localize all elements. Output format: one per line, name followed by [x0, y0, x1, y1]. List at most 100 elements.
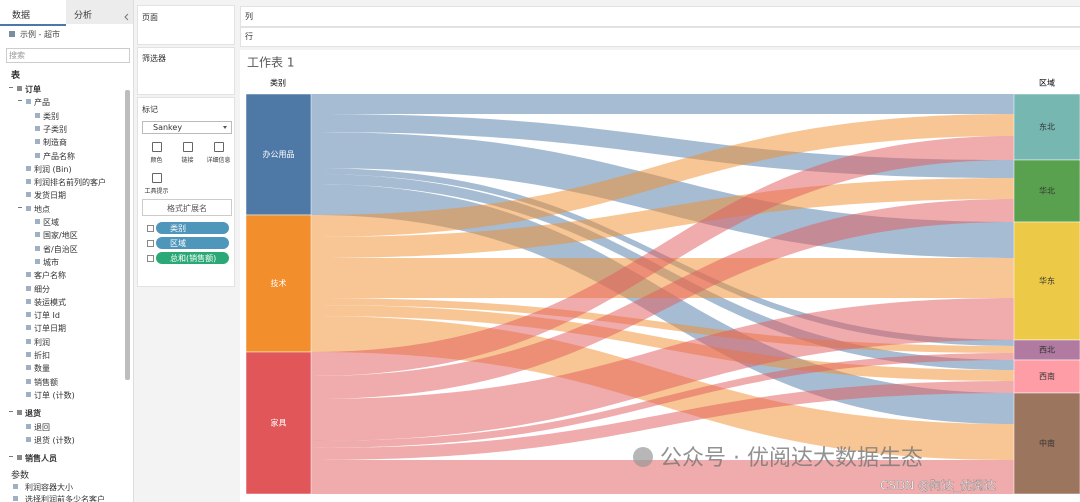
- pill[interactable]: 总和(销售额): [156, 252, 229, 264]
- field[interactable]: 子类别: [43, 124, 67, 134]
- field[interactable]: 类别: [43, 111, 59, 121]
- pill[interactable]: 区域: [156, 237, 229, 249]
- mark-button[interactable]: 详细信息: [204, 138, 233, 167]
- table-name[interactable]: 销售人员: [25, 454, 57, 464]
- field[interactable]: 利润: [34, 337, 50, 347]
- target-node: [1013, 221, 1080, 341]
- credit: CSDN @阿达_优阅达: [880, 479, 996, 493]
- expander[interactable]: [18, 100, 22, 104]
- pill-icon: [147, 225, 154, 232]
- format-button[interactable]: 格式扩展名: [142, 199, 232, 216]
- field-icon: [17, 410, 22, 416]
- field[interactable]: 退回: [34, 422, 50, 432]
- scrollbar[interactable]: [125, 90, 130, 380]
- tab-label[interactable]: 数据: [12, 11, 31, 21]
- link: [311, 94, 1014, 114]
- cards-pane: 页面 筛选器 标记 Sankey 颜色 链接 详细信息 工具提示 格式扩展名 类别 区域 总和(销售额…: [134, 0, 238, 502]
- expander[interactable]: [9, 456, 13, 460]
- field[interactable]: 装运模式: [34, 297, 66, 307]
- expander[interactable]: [18, 206, 22, 211]
- collapse-icon[interactable]: [124, 13, 130, 21]
- field[interactable]: 订单 Id: [34, 311, 60, 321]
- target-label: 华东: [1039, 276, 1055, 286]
- field[interactable]: 订单日期: [34, 324, 66, 334]
- expander[interactable]: [9, 411, 13, 415]
- field[interactable]: 产品: [34, 98, 50, 108]
- mark-button-icon: [214, 142, 224, 152]
- tab-label[interactable]: 分析: [74, 11, 93, 21]
- link: [311, 136, 1014, 376]
- table-name[interactable]: 订单: [25, 85, 41, 94]
- watermark: 公众号 · 优阅达大数据生态: [660, 446, 923, 471]
- parameter[interactable]: 选择利润前多少名客户: [25, 495, 105, 502]
- pages-card: [137, 5, 235, 45]
- mark-type: Sankey: [153, 123, 183, 132]
- pill-icon: [147, 240, 154, 247]
- card-title: 筛选器: [142, 54, 166, 63]
- field[interactable]: 省/自治区: [43, 244, 78, 254]
- field-icon: [35, 139, 40, 145]
- field-icon: [26, 352, 31, 357]
- field-icon: [35, 219, 40, 224]
- mark-button-icon: [152, 142, 162, 152]
- link: [311, 298, 1014, 441]
- field-icon: [35, 245, 40, 251]
- search-box[interactable]: [6, 48, 130, 63]
- field-icon: [35, 112, 40, 118]
- target-label: 中南: [1039, 438, 1055, 448]
- pill-icon: [147, 255, 154, 262]
- field-icon: [26, 391, 31, 397]
- field[interactable]: 国家/地区: [43, 231, 78, 241]
- target-header: 区域: [1039, 78, 1055, 88]
- field-icon: [26, 179, 31, 185]
- section-heading: 表: [11, 71, 21, 81]
- data-tab[interactable]: [0, 0, 66, 26]
- link: [311, 460, 1014, 494]
- parameter[interactable]: 利润容器大小: [25, 483, 73, 493]
- source-header: 类别: [270, 78, 286, 88]
- mark-button[interactable]: 颜色: [142, 138, 171, 167]
- link: [311, 258, 1014, 298]
- format-button-label: 格式扩展名: [167, 204, 207, 213]
- target-node: [1013, 93, 1080, 161]
- mark-button-label: 详细信息: [206, 157, 231, 164]
- watermark-icon: [633, 447, 653, 467]
- expander[interactable]: [9, 87, 13, 91]
- source-label: 办公用品: [263, 149, 295, 159]
- mark-button[interactable]: 链接: [173, 138, 202, 167]
- field[interactable]: 销售额: [34, 377, 58, 387]
- target-label: 西南: [1039, 371, 1055, 381]
- pill-label: 类别: [170, 224, 186, 233]
- source-node: [245, 351, 312, 495]
- field[interactable]: 利润 (Bin): [34, 164, 72, 174]
- field[interactable]: 城市: [43, 257, 59, 267]
- link: [311, 178, 1014, 258]
- mark-button[interactable]: 工具提示: [142, 169, 171, 198]
- mark-button-icon: [183, 142, 193, 152]
- analysis-tab[interactable]: [66, 0, 133, 24]
- mark-type-dropdown[interactable]: Sankey: [142, 121, 232, 134]
- field-icon: [17, 455, 22, 461]
- field[interactable]: 订单 (计数): [34, 390, 75, 400]
- table-name[interactable]: 退货: [25, 409, 41, 419]
- field[interactable]: 客户名称: [34, 271, 66, 281]
- field[interactable]: 地点: [34, 204, 50, 214]
- field[interactable]: 发货日期: [34, 191, 66, 201]
- field[interactable]: 区域: [43, 218, 59, 227]
- field[interactable]: 折扣: [34, 351, 50, 360]
- field[interactable]: 细分: [34, 284, 50, 294]
- field[interactable]: 退货 (计数): [34, 435, 75, 445]
- data-source[interactable]: 示例 - 超市: [20, 30, 60, 39]
- field[interactable]: 数量: [34, 364, 50, 374]
- field[interactable]: 利润排名前列的客户: [34, 178, 106, 188]
- field-icon: [35, 152, 40, 158]
- field[interactable]: 产品名称: [43, 151, 75, 161]
- field[interactable]: 制造商: [43, 138, 67, 148]
- source-label: 技术: [271, 278, 287, 288]
- link: [311, 305, 1014, 381]
- mark-button-label: 颜色: [150, 157, 163, 164]
- pill[interactable]: 类别: [156, 222, 229, 234]
- field-icon: [26, 325, 31, 331]
- card-title: 页面: [142, 13, 158, 22]
